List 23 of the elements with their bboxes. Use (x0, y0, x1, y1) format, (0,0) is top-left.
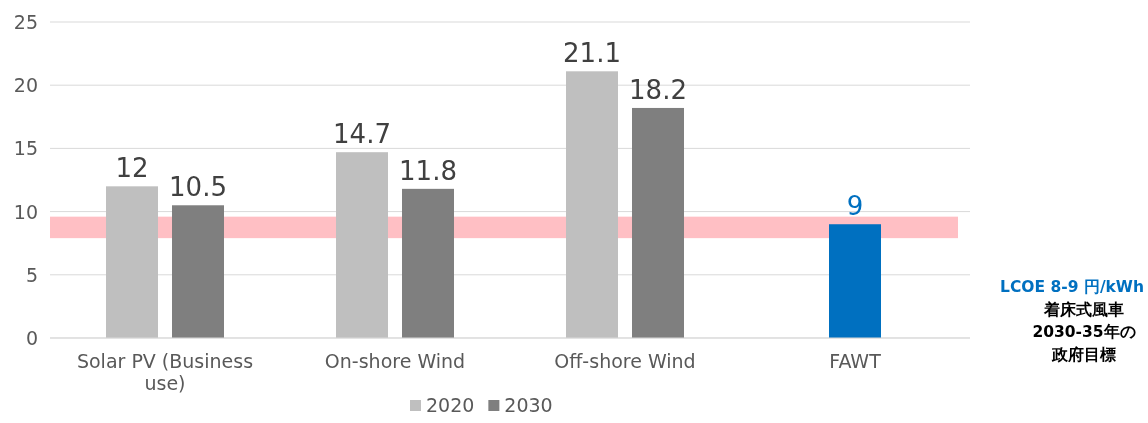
text: LCOE 8-9 円/kWh (1000, 278, 1144, 296)
text: 政府目標 (1051, 344, 1116, 364)
data-label: 11.8 (399, 155, 457, 186)
text: 2030-35年の (1032, 323, 1136, 341)
legend-label: 2020 (426, 394, 475, 416)
x-tick-label: FAWT (829, 350, 882, 372)
data-label: 9 (846, 191, 864, 222)
y-tick-label: 25 (13, 11, 38, 33)
y-tick-label: 10 (13, 200, 38, 223)
data-label: 14.7 (333, 119, 391, 150)
x-tick-label: Off-shore Wind (554, 350, 696, 372)
text: 着床式風車 (1043, 299, 1124, 319)
y-tick-label: 15 (13, 137, 38, 160)
x-tick-label: On-shore Wind (324, 350, 466, 372)
y-tick-label: 0 (25, 327, 38, 349)
data-label: 12 (115, 153, 149, 184)
data-label: 21.1 (563, 38, 621, 69)
x-tick-label: Solar PV (Business use) (76, 350, 254, 394)
data-label: 18.2 (629, 74, 687, 105)
y-tick-label: 5 (25, 263, 38, 286)
legend-label: 2030 (504, 394, 553, 416)
data-label: 10.5 (169, 172, 227, 203)
y-tick-label: 20 (13, 74, 38, 97)
